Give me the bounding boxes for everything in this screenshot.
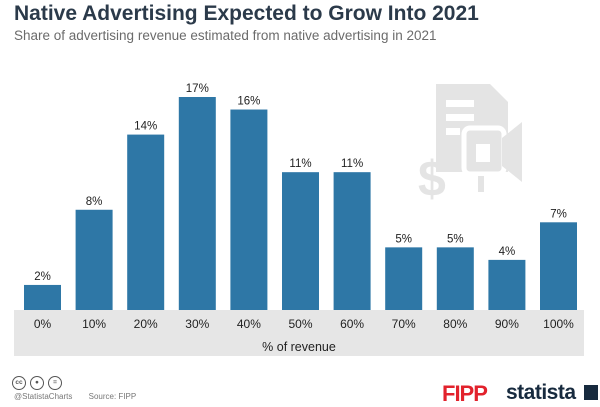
x-tick-label: 40% (237, 317, 261, 331)
bar-4 (230, 109, 268, 310)
fipp-logo: FIPP (442, 381, 488, 406)
license-icons: cc ● = (12, 376, 62, 390)
bar-value-label: 11% (341, 158, 363, 170)
statista-logo-mark (584, 385, 598, 400)
bar-value-label: 14% (134, 121, 157, 133)
bar-value-label: 5% (447, 233, 464, 245)
bar-8 (436, 247, 474, 310)
x-tick-label: 10% (82, 317, 106, 331)
person-icon: ● (30, 376, 44, 390)
x-tick-label: 90% (495, 317, 519, 331)
x-axis-band (14, 310, 584, 356)
bar-value-label: 7% (550, 208, 567, 220)
footer-source: Source: FIPP (88, 392, 137, 401)
x-tick-label: 20% (134, 317, 158, 331)
bar-7 (385, 247, 423, 310)
dollar-icon: $ (418, 151, 446, 207)
x-tick-label: 80% (443, 317, 467, 331)
bar-value-label: 16% (237, 96, 260, 108)
statista-logo: statista (506, 381, 576, 404)
cc-icon: cc (12, 376, 26, 390)
x-tick-label: 70% (392, 317, 416, 331)
equals-icon: = (48, 376, 62, 390)
bar-value-label: 4% (499, 246, 516, 258)
footer-handle: @StatistaCharts (14, 392, 73, 401)
x-tick-label: 0% (34, 317, 52, 331)
bar-2 (127, 134, 165, 310)
chart-title: Native Advertising Expected to Grow Into… (14, 2, 479, 25)
illustration: $ (418, 84, 522, 207)
x-axis-label: % of revenue (262, 340, 336, 354)
bar-9 (488, 259, 526, 310)
bar-value-label: 5% (395, 233, 412, 245)
bar-value-label: 11% (289, 158, 311, 170)
chart-subtitle: Share of advertising revenue estimated f… (14, 28, 437, 43)
x-tick-label: 50% (288, 317, 312, 331)
bar-1 (75, 209, 113, 310)
x-tick-label: 60% (340, 317, 364, 331)
bar-value-label: 8% (86, 196, 103, 208)
bar-5 (282, 172, 319, 310)
bar-3 (178, 97, 216, 310)
bar-10 (540, 222, 577, 310)
bar-value-label: 17% (186, 83, 209, 95)
bar-value-label: 2% (34, 271, 51, 283)
x-tick-label: 100% (543, 317, 574, 331)
bar-0 (24, 284, 61, 310)
bar-6 (333, 172, 371, 310)
x-tick-label: 30% (185, 317, 209, 331)
megaphone-icon (461, 122, 522, 192)
footer-text: @StatistaCharts Source: FIPP (14, 392, 150, 401)
